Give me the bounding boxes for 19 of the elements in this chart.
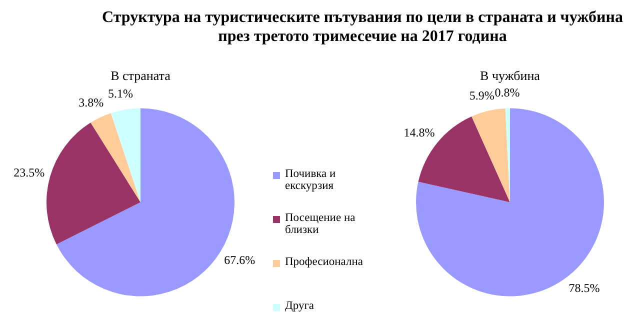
data-label: 14.8% (404, 126, 435, 140)
chart-subtitle: В страната (110, 68, 172, 85)
pie-slice (110, 108, 140, 202)
chart-subtitle: В чужбина (479, 68, 541, 85)
data-label: 23.5% (14, 166, 45, 180)
chart-title: Структура на туристическите пътувания по цели в страната и чужбина през третото тримесечие на 2017 година (101, 8, 624, 47)
legend-label: Друга (285, 300, 316, 312)
data-label: 3.8% (78, 96, 104, 110)
legend-label: Почивка и екскурзия (285, 168, 337, 192)
legend-label: Посещение на близки (285, 212, 356, 236)
legend-label: Професионална (285, 256, 364, 268)
pie-slice (46, 122, 140, 244)
data-label: 78.5% (568, 281, 600, 296)
pie-slice (472, 108, 510, 202)
pie-slice (90, 113, 140, 202)
data-label: 0.8% (494, 85, 520, 100)
data-label: 67.6% (224, 253, 256, 268)
data-label: 5.9% (469, 88, 494, 102)
data-label: 5.1% (108, 86, 133, 101)
